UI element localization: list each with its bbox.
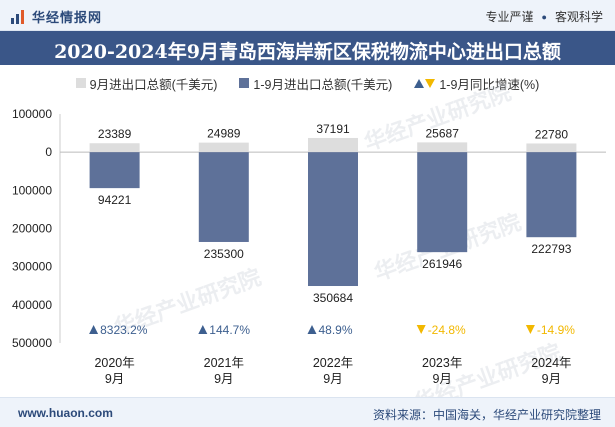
chart-title: 2020-2024年9月青岛西海岸新区保税物流中心进出口总额 [54,41,561,63]
x-tick-label: 9月 [432,372,451,386]
legend-down-triangle-icon [425,78,436,88]
data-label-growth: -14.9% [537,323,575,337]
data-label-growth: 8323.2% [100,323,148,337]
data-label-monthly: 37191 [316,122,350,136]
data-label-cumulative: 222793 [531,242,571,256]
growth-down-triangle-icon [416,325,426,334]
tag-professional: 专业严谨 [485,10,534,24]
data-label-growth: -24.8% [428,323,466,337]
header-tags: 专业严谨 ● 客观科学 [486,8,603,25]
footer-website-link[interactable]: www.huaon.com [18,406,113,420]
y-tick-label: 200000 [12,222,52,236]
title-bar: 2020-2024年9月青岛西海岸新区保税物流中心进出口总额 [0,31,615,65]
bar-monthly [417,142,468,153]
bar-monthly [308,137,358,153]
bar-cumulative [417,152,468,253]
bar-monthly [198,142,249,153]
footer-bar: www.huaon.com 资料来源：中国海关，华经产业研究院整理 [0,397,615,427]
bar-chart-logo-icon [11,9,24,24]
growth-up-triangle-icon [198,325,208,334]
y-tick-label: 300000 [12,260,52,274]
data-label-monthly: 23389 [98,127,132,141]
data-label-cumulative: 94221 [98,193,132,207]
legend-swatch-cumulative [239,78,250,88]
chart-legend: 9月进出口总额(千美元) 1-9月进出口总额(千美元) 1-9月同比增速(%) [0,74,615,92]
x-tick-label: 9月 [214,372,233,386]
data-label-cumulative: 350684 [313,291,353,305]
data-label-monthly: 25687 [426,126,460,140]
dot-separator-icon: ● [541,11,547,22]
tag-objective: 客观科学 [554,10,603,24]
x-tick-label: 9月 [542,372,561,386]
brand-name: 华经情报网 [32,10,103,25]
bar-cumulative [89,152,140,189]
bar-monthly [89,143,140,153]
y-tick-label: 100000 [12,107,52,121]
brand-logo[interactable]: 华经情报网 [10,7,102,26]
legend-label-cumulative: 1-9月进出口总额(千美元) [253,77,393,92]
y-tick-label: 0 [45,145,52,159]
legend-label-growth: 1-9月同比增速(%) [439,77,540,92]
x-tick-label: 9月 [323,372,342,386]
y-tick-label: 400000 [12,298,52,312]
bar-cumulative [198,152,249,242]
legend-up-triangle-icon [414,78,425,88]
data-label-growth: 144.7% [209,323,250,337]
bar-cumulative [526,152,577,238]
data-label-monthly: 24989 [207,127,241,141]
growth-up-triangle-icon [307,325,317,334]
legend-label-monthly: 9月进出口总额(千美元) [89,77,218,92]
bar-cumulative [308,152,358,287]
legend-swatch-monthly [75,78,86,88]
y-tick-label: 100000 [12,183,52,197]
footer-source: 资料来源：中国海关，华经产业研究院整理 [372,408,601,422]
y-tick-label: 500000 [12,336,52,350]
x-tick-label: 2023年 [422,356,462,370]
growth-down-triangle-icon [525,325,535,334]
x-tick-label: 2020年 [94,356,134,370]
bar-monthly [526,143,577,153]
header-bar: 华经情报网 专业严谨 ● 客观科学 [0,0,615,31]
x-tick-label: 2022年 [313,356,353,370]
chart-plot-area: 100000 0 100000 200000 300000 400000 500000 233… [12,107,606,386]
legend-item-cumulative: 1-9月进出口总额(千美元) [239,74,392,93]
legend-item-growth: 1-9月同比增速(%) [414,74,539,93]
x-tick-label: 2024年 [531,356,571,370]
legend-item-monthly: 9月进出口总额(千美元) [75,74,218,93]
growth-up-triangle-icon [89,325,99,334]
data-label-cumulative: 261946 [422,257,462,271]
data-label-cumulative: 235300 [204,247,244,261]
data-label-growth: 48.9% [319,323,353,337]
x-tick-label: 9月 [105,372,124,386]
data-label-monthly: 22780 [535,127,569,141]
x-tick-label: 2021年 [204,356,244,370]
